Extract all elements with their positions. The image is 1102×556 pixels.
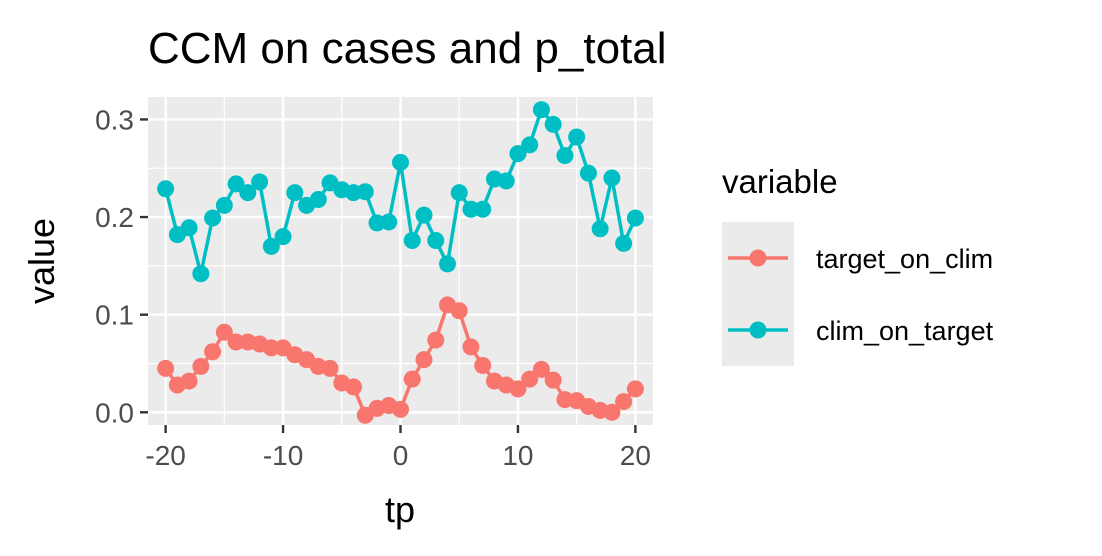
legend: variable target_on_clim clim_on_target (722, 163, 994, 366)
y-tick-label: 0.2 (95, 202, 134, 233)
data-point-clim-on-target (615, 234, 633, 252)
data-point-clim-on-target (380, 213, 398, 231)
data-point-target-on-clim (403, 370, 421, 388)
legend-label-target-on-clim: target_on_clim (816, 244, 993, 274)
data-point-clim-on-target (180, 219, 198, 237)
data-point-target-on-clim (345, 378, 363, 396)
legend-key-point-clim-on-target (749, 321, 767, 339)
data-point-clim-on-target (568, 128, 586, 146)
data-point-target-on-clim (157, 359, 175, 377)
data-point-clim-on-target (591, 220, 609, 238)
data-point-clim-on-target (215, 196, 233, 214)
data-point-target-on-clim (415, 351, 433, 369)
data-point-clim-on-target (415, 206, 433, 224)
x-tick-label: -20 (145, 440, 185, 471)
data-point-clim-on-target (626, 209, 644, 227)
data-point-target-on-clim (227, 333, 245, 351)
data-point-clim-on-target (438, 255, 456, 273)
chart-title: CCM on cases and p_total (148, 24, 667, 73)
data-point-clim-on-target (521, 136, 539, 154)
x-axis: -20 -10 0 10 20 (145, 425, 651, 471)
data-point-clim-on-target (462, 200, 480, 218)
x-axis-title: tp (385, 489, 415, 530)
y-tick-label: 0.0 (95, 397, 134, 428)
data-point-clim-on-target (157, 180, 175, 198)
data-point-target-on-clim (192, 357, 210, 375)
data-point-target-on-clim (544, 371, 562, 389)
data-point-target-on-clim (204, 343, 222, 361)
data-point-clim-on-target (356, 183, 374, 201)
data-point-target-on-clim (321, 359, 339, 377)
data-point-target-on-clim (215, 323, 233, 341)
data-point-target-on-clim (615, 393, 633, 411)
grid-major (148, 97, 653, 425)
x-tick-label: 10 (502, 440, 533, 471)
data-point-clim-on-target (274, 228, 292, 246)
data-point-clim-on-target (532, 101, 550, 119)
data-point-target-on-clim (427, 331, 445, 349)
x-tick-label: 0 (393, 440, 409, 471)
data-point-clim-on-target (262, 237, 280, 255)
y-tick-label: 0.3 (95, 104, 134, 135)
data-point-target-on-clim (532, 360, 550, 378)
y-axis-title: value (21, 218, 62, 304)
data-point-clim-on-target (579, 164, 597, 182)
data-point-clim-on-target (450, 184, 468, 202)
legend-label-clim-on-target: clim_on_target (816, 316, 994, 346)
y-tick-label: 0.1 (95, 300, 134, 331)
data-point-clim-on-target (227, 175, 245, 193)
data-point-target-on-clim (450, 302, 468, 320)
data-point-clim-on-target (251, 173, 269, 191)
data-point-target-on-clim (521, 370, 539, 388)
data-point-target-on-clim (462, 338, 480, 356)
data-point-clim-on-target (509, 145, 527, 163)
data-point-clim-on-target (286, 184, 304, 202)
legend-title: variable (722, 163, 838, 200)
data-point-target-on-clim (474, 356, 492, 374)
data-point-target-on-clim (626, 380, 644, 398)
data-point-clim-on-target (497, 172, 515, 190)
data-point-clim-on-target (239, 184, 257, 202)
legend-key-point-target-on-clim (749, 249, 767, 267)
data-point-target-on-clim (262, 339, 280, 357)
data-point-clim-on-target (474, 200, 492, 218)
series-layer (157, 101, 644, 424)
data-point-target-on-clim (603, 403, 621, 421)
data-point-clim-on-target (392, 153, 409, 171)
data-point-target-on-clim (509, 380, 527, 398)
data-point-clim-on-target (403, 232, 421, 249)
x-tick-label: 20 (620, 440, 651, 471)
data-point-clim-on-target (544, 115, 562, 133)
data-point-clim-on-target (556, 147, 574, 165)
y-axis: 0.0 0.1 0.2 0.3 (95, 104, 148, 428)
data-point-target-on-clim (392, 400, 409, 418)
data-point-clim-on-target (427, 232, 445, 249)
data-point-clim-on-target (603, 169, 621, 187)
data-point-clim-on-target (309, 191, 327, 208)
data-point-target-on-clim (180, 372, 198, 390)
data-point-clim-on-target (204, 209, 222, 227)
x-tick-label: -10 (263, 440, 303, 471)
data-point-clim-on-target (192, 265, 210, 283)
